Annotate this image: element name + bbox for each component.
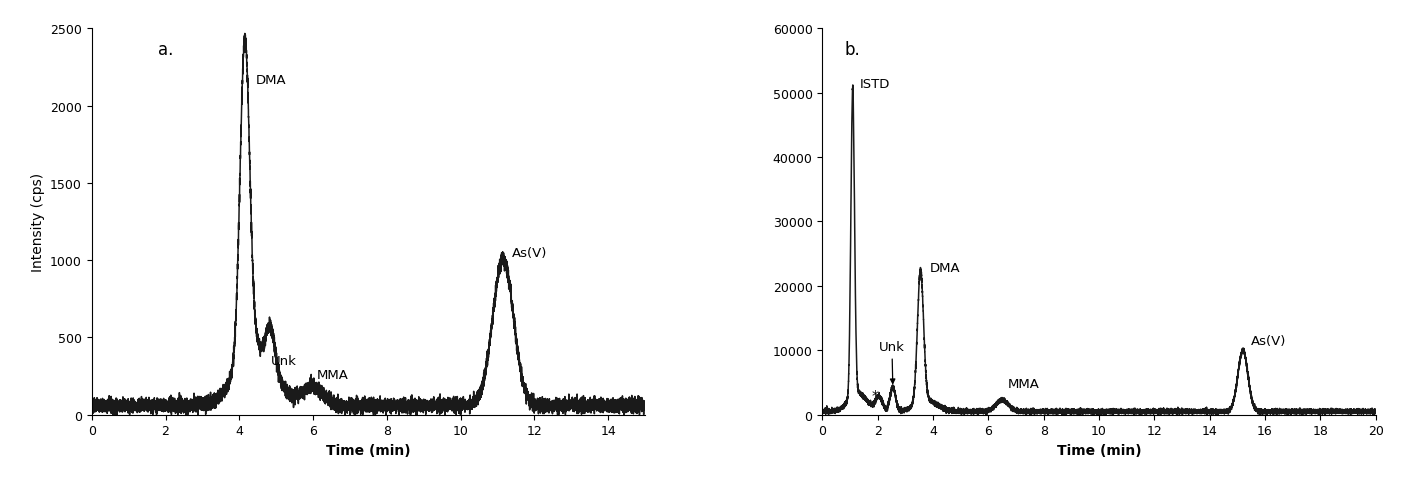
- Text: MMA: MMA: [1007, 377, 1040, 390]
- Text: MMA: MMA: [317, 368, 349, 381]
- Text: ISTD: ISTD: [859, 77, 890, 90]
- Text: b.: b.: [844, 41, 861, 59]
- X-axis label: Time (min): Time (min): [1057, 443, 1141, 457]
- Text: As(V): As(V): [1252, 334, 1287, 347]
- Text: Unk: Unk: [271, 354, 296, 367]
- Y-axis label: Intensity (cps): Intensity (cps): [31, 173, 45, 271]
- Text: Unk: Unk: [879, 341, 904, 384]
- Text: DMA: DMA: [255, 73, 286, 86]
- Text: DMA: DMA: [930, 262, 961, 275]
- X-axis label: Time (min): Time (min): [326, 443, 411, 457]
- Text: a.: a.: [158, 41, 174, 59]
- Text: As(V): As(V): [512, 246, 547, 259]
- Text: *: *: [872, 388, 879, 403]
